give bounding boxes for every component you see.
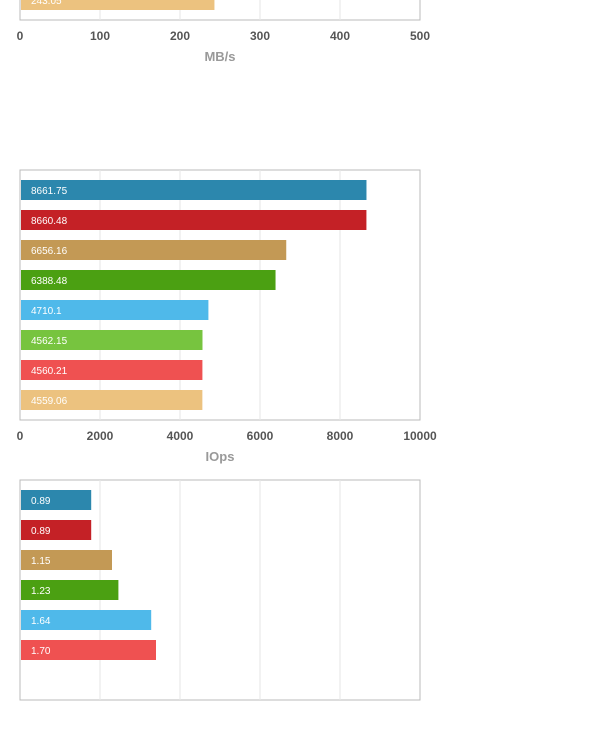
bar-value-label: 243.05	[31, 0, 62, 7]
bar-value-label: 4562.15	[31, 336, 68, 347]
x-tick-label: 10000	[403, 429, 437, 443]
throughput-chart: 251.04243.43243.19243.050100200300400500…	[17, 0, 430, 64]
bar-value-label: 1.70	[31, 646, 51, 657]
bar-value-label: 6656.16	[31, 246, 68, 257]
bar	[21, 270, 276, 290]
bar	[21, 0, 215, 10]
charts-container: 251.04243.43243.19243.050100200300400500…	[17, 0, 437, 701]
bar-value-label: 1.64	[31, 616, 51, 627]
bar-value-label: 4559.06	[31, 396, 68, 407]
bar	[21, 300, 209, 320]
x-tick-label: 4000	[167, 429, 194, 443]
bar-value-label: 1.23	[31, 586, 51, 597]
x-tick-label: 0	[17, 429, 24, 443]
bar	[21, 520, 92, 540]
bar-value-label: 6388.48	[31, 276, 68, 287]
bar-value-label: 8660.48	[31, 216, 68, 227]
x-tick-label: 8000	[327, 429, 354, 443]
bar	[21, 210, 367, 230]
latency-chart: 0.89 0.89 1.15 1.23 1.64 1.70	[19, 479, 421, 701]
bar	[21, 580, 119, 600]
bar	[21, 390, 203, 410]
x-axis-title: MB/s	[204, 49, 235, 64]
x-tick-label: 400	[330, 29, 350, 43]
bar	[21, 240, 287, 260]
bar-value-label: 4560.21	[31, 366, 68, 377]
x-tick-label: 100	[90, 29, 110, 43]
iops-chart: 8661.75 8660.48 6656.16 6388.48 4710.1 4562.1…	[17, 169, 437, 464]
bar-value-label: 0.89	[31, 496, 51, 507]
x-tick-label: 500	[410, 29, 430, 43]
bar	[21, 640, 156, 660]
bar	[21, 330, 203, 350]
x-axis-title: IOps	[206, 449, 235, 464]
x-tick-label: 0	[17, 29, 24, 43]
bar	[21, 550, 112, 570]
bar	[21, 360, 203, 380]
x-tick-label: 300	[250, 29, 270, 43]
x-tick-label: 2000	[87, 429, 114, 443]
bar-value-label: 8661.75	[31, 186, 68, 197]
plot-frame	[19, 169, 421, 421]
bar	[21, 490, 92, 510]
bar-value-label: 0.89	[31, 526, 51, 537]
bar-value-label: 1.15	[31, 556, 51, 567]
bar-value-label: 4710.1	[31, 306, 62, 317]
bar	[21, 180, 367, 200]
x-tick-label: 200	[170, 29, 190, 43]
x-tick-label: 6000	[247, 429, 274, 443]
bar	[21, 610, 152, 630]
